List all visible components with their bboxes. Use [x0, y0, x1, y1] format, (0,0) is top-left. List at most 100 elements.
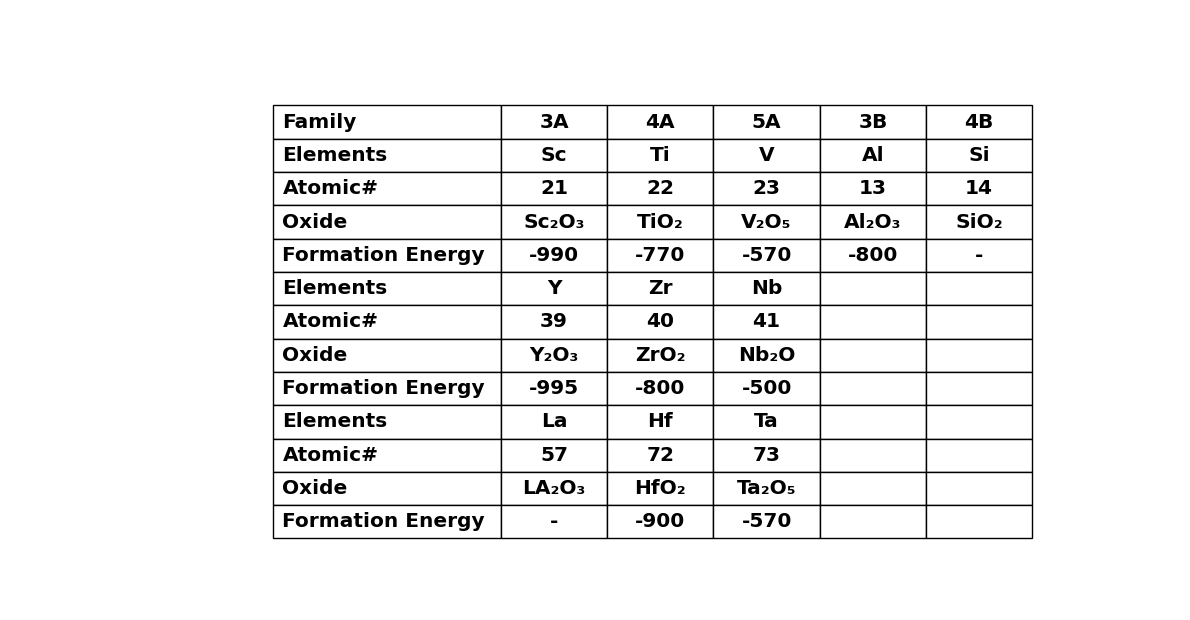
Bar	[714, 438, 820, 472]
Bar	[607, 105, 714, 139]
Bar	[714, 139, 820, 172]
Text: Family: Family	[282, 113, 357, 131]
Bar	[607, 438, 714, 472]
Text: -: -	[550, 512, 558, 531]
Bar	[714, 372, 820, 405]
Text: Atomic#: Atomic#	[282, 446, 378, 464]
Text: 22: 22	[646, 179, 675, 198]
Bar	[501, 472, 607, 505]
Text: 73: 73	[752, 446, 781, 464]
Bar	[714, 272, 820, 305]
Bar	[926, 205, 1032, 239]
Bar	[501, 272, 607, 305]
Bar	[926, 105, 1032, 139]
Bar	[926, 305, 1032, 339]
Bar	[820, 105, 926, 139]
Bar	[274, 372, 501, 405]
Text: Oxide: Oxide	[282, 479, 347, 498]
Bar	[607, 239, 714, 272]
Text: La: La	[540, 412, 568, 432]
Bar	[714, 239, 820, 272]
Text: Si: Si	[969, 146, 990, 165]
Text: -800: -800	[847, 246, 898, 265]
Bar	[714, 472, 820, 505]
Text: 40: 40	[646, 312, 675, 332]
Text: 4A: 4A	[645, 113, 675, 131]
Bar	[820, 405, 926, 438]
Bar	[501, 205, 607, 239]
Bar	[274, 272, 501, 305]
Text: 5A: 5A	[752, 113, 782, 131]
Bar	[926, 172, 1032, 205]
Bar	[274, 405, 501, 438]
Bar	[607, 305, 714, 339]
Bar	[274, 172, 501, 205]
Bar	[274, 139, 501, 172]
Text: -995: -995	[530, 379, 580, 398]
Text: -570: -570	[741, 246, 791, 265]
Bar	[274, 305, 501, 339]
Bar	[501, 305, 607, 339]
Text: ZrO₂: ZrO₂	[635, 346, 685, 365]
Bar	[501, 172, 607, 205]
Text: Formation Energy: Formation Energy	[282, 512, 486, 531]
Bar	[926, 505, 1032, 538]
Text: -900: -900	[635, 512, 685, 531]
Text: Atomic#: Atomic#	[282, 312, 378, 332]
Text: 21: 21	[540, 179, 568, 198]
Bar	[501, 372, 607, 405]
Text: Y: Y	[547, 279, 562, 298]
Text: Ta: Ta	[754, 412, 779, 432]
Bar	[274, 438, 501, 472]
Bar	[607, 372, 714, 405]
Bar	[607, 505, 714, 538]
Bar	[274, 339, 501, 372]
Text: SiO₂: SiO₂	[956, 213, 1003, 231]
Text: -500: -500	[741, 379, 791, 398]
Text: -570: -570	[741, 512, 791, 531]
Bar	[926, 239, 1032, 272]
Text: Oxide: Oxide	[282, 346, 347, 365]
Text: Ta₂O₅: Ta₂O₅	[737, 479, 796, 498]
Bar	[714, 305, 820, 339]
Text: Al: Al	[862, 146, 884, 165]
Bar	[820, 472, 926, 505]
Bar	[501, 405, 607, 438]
Text: -990: -990	[530, 246, 580, 265]
Text: Formation Energy: Formation Energy	[282, 379, 486, 398]
Bar	[926, 405, 1032, 438]
Bar	[926, 372, 1032, 405]
Bar	[501, 139, 607, 172]
Text: -: -	[975, 246, 983, 265]
Bar	[274, 205, 501, 239]
Text: Sc: Sc	[540, 146, 568, 165]
Text: 3A: 3A	[539, 113, 569, 131]
Text: Atomic#: Atomic#	[282, 179, 378, 198]
Bar	[820, 339, 926, 372]
Bar	[274, 239, 501, 272]
Text: 39: 39	[540, 312, 568, 332]
Bar	[501, 438, 607, 472]
Text: HfO₂: HfO₂	[634, 479, 687, 498]
Text: V₂O₅: V₂O₅	[741, 213, 791, 231]
Bar	[607, 139, 714, 172]
Bar	[274, 105, 501, 139]
Text: 13: 13	[859, 179, 887, 198]
Bar	[820, 505, 926, 538]
Bar	[820, 139, 926, 172]
Bar	[607, 172, 714, 205]
Bar	[607, 339, 714, 372]
Text: Oxide: Oxide	[282, 213, 347, 231]
Text: Sc₂O₃: Sc₂O₃	[524, 213, 584, 231]
Bar	[714, 505, 820, 538]
Text: Nb₂O: Nb₂O	[738, 346, 795, 365]
Bar	[714, 172, 820, 205]
Bar	[501, 105, 607, 139]
Bar	[714, 339, 820, 372]
Bar	[820, 239, 926, 272]
Text: 72: 72	[646, 446, 675, 464]
Text: 3B: 3B	[858, 113, 888, 131]
Bar	[607, 272, 714, 305]
Bar	[926, 339, 1032, 372]
Bar	[926, 272, 1032, 305]
